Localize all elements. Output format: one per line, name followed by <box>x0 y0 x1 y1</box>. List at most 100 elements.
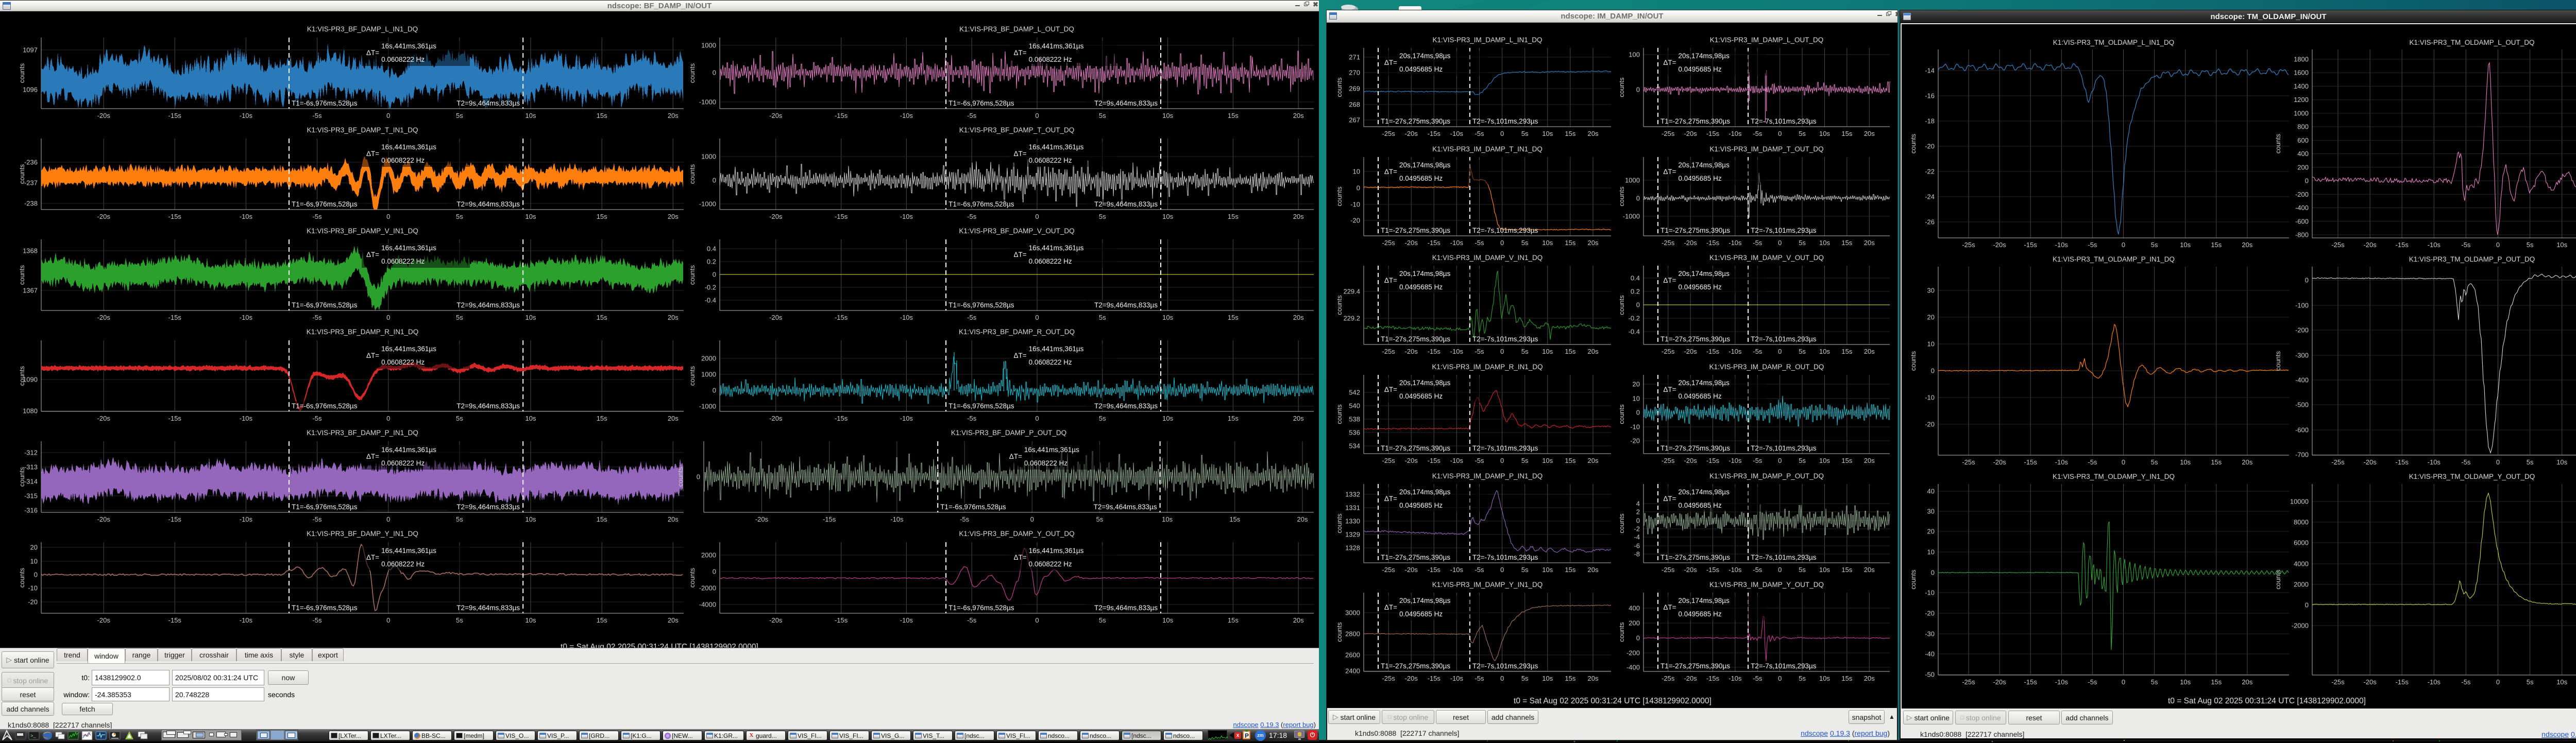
svg-text:0: 0 <box>1778 675 1782 682</box>
svg-text:T2=9s,464ms,833µs: T2=9s,464ms,833µs <box>1094 99 1158 107</box>
svg-text:-10s: -10s <box>900 213 913 220</box>
svg-text:K1:VIS-PR3_TM_OLDAMP_Y_IN1_DQ: K1:VIS-PR3_TM_OLDAMP_Y_IN1_DQ <box>2053 473 2175 480</box>
svg-text:T1=-27s,275ms,390µs: T1=-27s,275ms,390µs <box>1381 117 1450 125</box>
svg-text:-5s: -5s <box>2088 241 2097 249</box>
svg-text:-5s: -5s <box>960 515 970 523</box>
svg-text:-5s: -5s <box>313 213 323 220</box>
svg-text:0.0608222 Hz: 0.0608222 Hz <box>1029 157 1072 164</box>
svg-text:-2000: -2000 <box>2292 622 2309 630</box>
svg-text:counts: counts <box>2274 351 2282 371</box>
svg-text:16s,441ms,361µs: 16s,441ms,361µs <box>381 42 436 50</box>
svg-text:-15s: -15s <box>2396 678 2409 686</box>
svg-text:400: 400 <box>2297 150 2309 158</box>
svg-text:-10s: -10s <box>1728 348 1742 355</box>
svg-text:0: 0 <box>34 571 38 579</box>
svg-text:T2=9s,464ms,833µs: T2=9s,464ms,833µs <box>456 503 520 511</box>
svg-text:-10: -10 <box>1630 423 1640 431</box>
svg-text:0.0495685 Hz: 0.0495685 Hz <box>1399 65 1443 73</box>
svg-text:T2=9s,464ms,833µs: T2=9s,464ms,833µs <box>456 200 520 208</box>
svg-text:counts: counts <box>18 567 26 588</box>
svg-text:100: 100 <box>1629 51 1640 59</box>
svg-text:-20s: -20s <box>1405 239 1418 247</box>
svg-text:counts: counts <box>18 164 26 184</box>
svg-text:-10s: -10s <box>1450 348 1464 355</box>
svg-text:counts: counts <box>688 265 696 285</box>
svg-text:-15s: -15s <box>1428 566 1441 574</box>
svg-text:T1=-27s,275ms,390µs: T1=-27s,275ms,390µs <box>1381 444 1450 452</box>
svg-text:T2=-7s,101ms,293µs: T2=-7s,101ms,293µs <box>1751 227 1817 234</box>
svg-text:counts: counts <box>1618 295 1625 315</box>
svg-text:-15s: -15s <box>168 616 182 624</box>
svg-text:counts: counts <box>688 567 696 588</box>
svg-text:-0.2: -0.2 <box>1629 315 1640 322</box>
svg-text:ΔT=: ΔT= <box>1384 603 1397 611</box>
svg-text:15s: 15s <box>597 515 607 523</box>
svg-text:10s: 10s <box>526 515 536 523</box>
svg-text:0: 0 <box>2496 678 2500 686</box>
svg-text:20s: 20s <box>1588 348 1599 355</box>
svg-text:20s,174ms,98µs: 20s,174ms,98µs <box>1399 597 1451 604</box>
svg-text:15s: 15s <box>597 213 607 220</box>
svg-text:-20s: -20s <box>1684 348 1697 355</box>
svg-text:30: 30 <box>1927 287 1935 295</box>
svg-text:ΔT=: ΔT= <box>1384 277 1397 284</box>
svg-text:20: 20 <box>1633 381 1640 388</box>
svg-text:-5s: -5s <box>967 112 977 119</box>
svg-text:16s,441ms,361µs: 16s,441ms,361µs <box>1029 345 1084 353</box>
svg-text:20s,174ms,98µs: 20s,174ms,98µs <box>1399 270 1451 278</box>
svg-text:20s,174ms,98µs: 20s,174ms,98µs <box>1399 52 1451 60</box>
svg-text:K1:VIS-PR3_IM_DAMP_V_OUT_DQ: K1:VIS-PR3_IM_DAMP_V_OUT_DQ <box>1709 254 1824 262</box>
svg-text:1329: 1329 <box>1345 531 1360 539</box>
svg-text:counts: counts <box>1618 513 1625 533</box>
svg-text:-2: -2 <box>1634 525 1640 533</box>
svg-text:-20s: -20s <box>769 112 783 119</box>
svg-text:-10s: -10s <box>1450 239 1464 247</box>
svg-text:20s: 20s <box>668 616 679 624</box>
svg-text:0: 0 <box>386 414 390 422</box>
svg-text:counts: counts <box>18 466 26 487</box>
svg-text:5s: 5s <box>1099 616 1106 624</box>
svg-text:-5s: -5s <box>967 616 977 624</box>
svg-text:-25s: -25s <box>1662 348 1675 355</box>
svg-text:T1=-6s,976ms,528µs: T1=-6s,976ms,528µs <box>292 402 358 410</box>
svg-text:271: 271 <box>1349 54 1360 61</box>
svg-text:5s: 5s <box>456 414 463 422</box>
svg-text:-15s: -15s <box>168 213 182 220</box>
svg-text:-10s: -10s <box>1450 675 1464 682</box>
svg-text:counts: counts <box>18 265 26 285</box>
svg-text:ΔT=: ΔT= <box>1663 603 1676 611</box>
svg-text:-10s: -10s <box>900 112 913 119</box>
svg-text:16s,441ms,361µs: 16s,441ms,361µs <box>381 547 436 555</box>
svg-text:-8: -8 <box>1634 550 1640 558</box>
svg-text:-20s: -20s <box>1405 675 1418 682</box>
svg-text:-10s: -10s <box>1728 675 1742 682</box>
svg-text:-15s: -15s <box>1706 675 1720 682</box>
svg-text:-25s: -25s <box>1662 130 1675 137</box>
svg-text:3000: 3000 <box>1345 609 1360 617</box>
svg-text:20s,174ms,98µs: 20s,174ms,98µs <box>1679 52 1730 60</box>
svg-text:5s: 5s <box>2527 241 2534 249</box>
svg-text:ΔT=: ΔT= <box>1384 386 1397 393</box>
svg-text:15s: 15s <box>1228 314 1239 321</box>
svg-text:counts: counts <box>688 366 696 386</box>
svg-text:20s: 20s <box>1297 515 1308 523</box>
svg-text:counts: counts <box>2274 569 2282 590</box>
svg-text:0.0495685 Hz: 0.0495685 Hz <box>1679 283 1722 291</box>
svg-text:0: 0 <box>1636 409 1640 417</box>
svg-text:15s: 15s <box>1565 239 1575 247</box>
svg-text:20s,174ms,98µs: 20s,174ms,98µs <box>1679 379 1730 387</box>
svg-text:5s: 5s <box>2527 678 2534 686</box>
svg-text:T1=-6s,976ms,528µs: T1=-6s,976ms,528µs <box>940 503 1006 511</box>
svg-text:-10s: -10s <box>1450 566 1464 574</box>
svg-text:T1=-27s,275ms,390µs: T1=-27s,275ms,390µs <box>1660 662 1730 670</box>
svg-text:20s: 20s <box>668 314 679 321</box>
svg-text:-15s: -15s <box>1428 457 1441 464</box>
svg-text:5s: 5s <box>1799 130 1806 137</box>
svg-text:-15s: -15s <box>1428 675 1441 682</box>
svg-text:5s: 5s <box>1521 457 1529 464</box>
svg-text:T2=-7s,101ms,293µs: T2=-7s,101ms,293µs <box>1751 117 1817 125</box>
svg-text:20s,174ms,98µs: 20s,174ms,98µs <box>1679 597 1730 604</box>
svg-text:K1:VIS-PR3_TM_OLDAMP_P_OUT_DQ: K1:VIS-PR3_TM_OLDAMP_P_OUT_DQ <box>2409 255 2535 263</box>
svg-text:T2=-7s,101ms,293µs: T2=-7s,101ms,293µs <box>1751 335 1817 343</box>
svg-text:-5s: -5s <box>1475 675 1484 682</box>
